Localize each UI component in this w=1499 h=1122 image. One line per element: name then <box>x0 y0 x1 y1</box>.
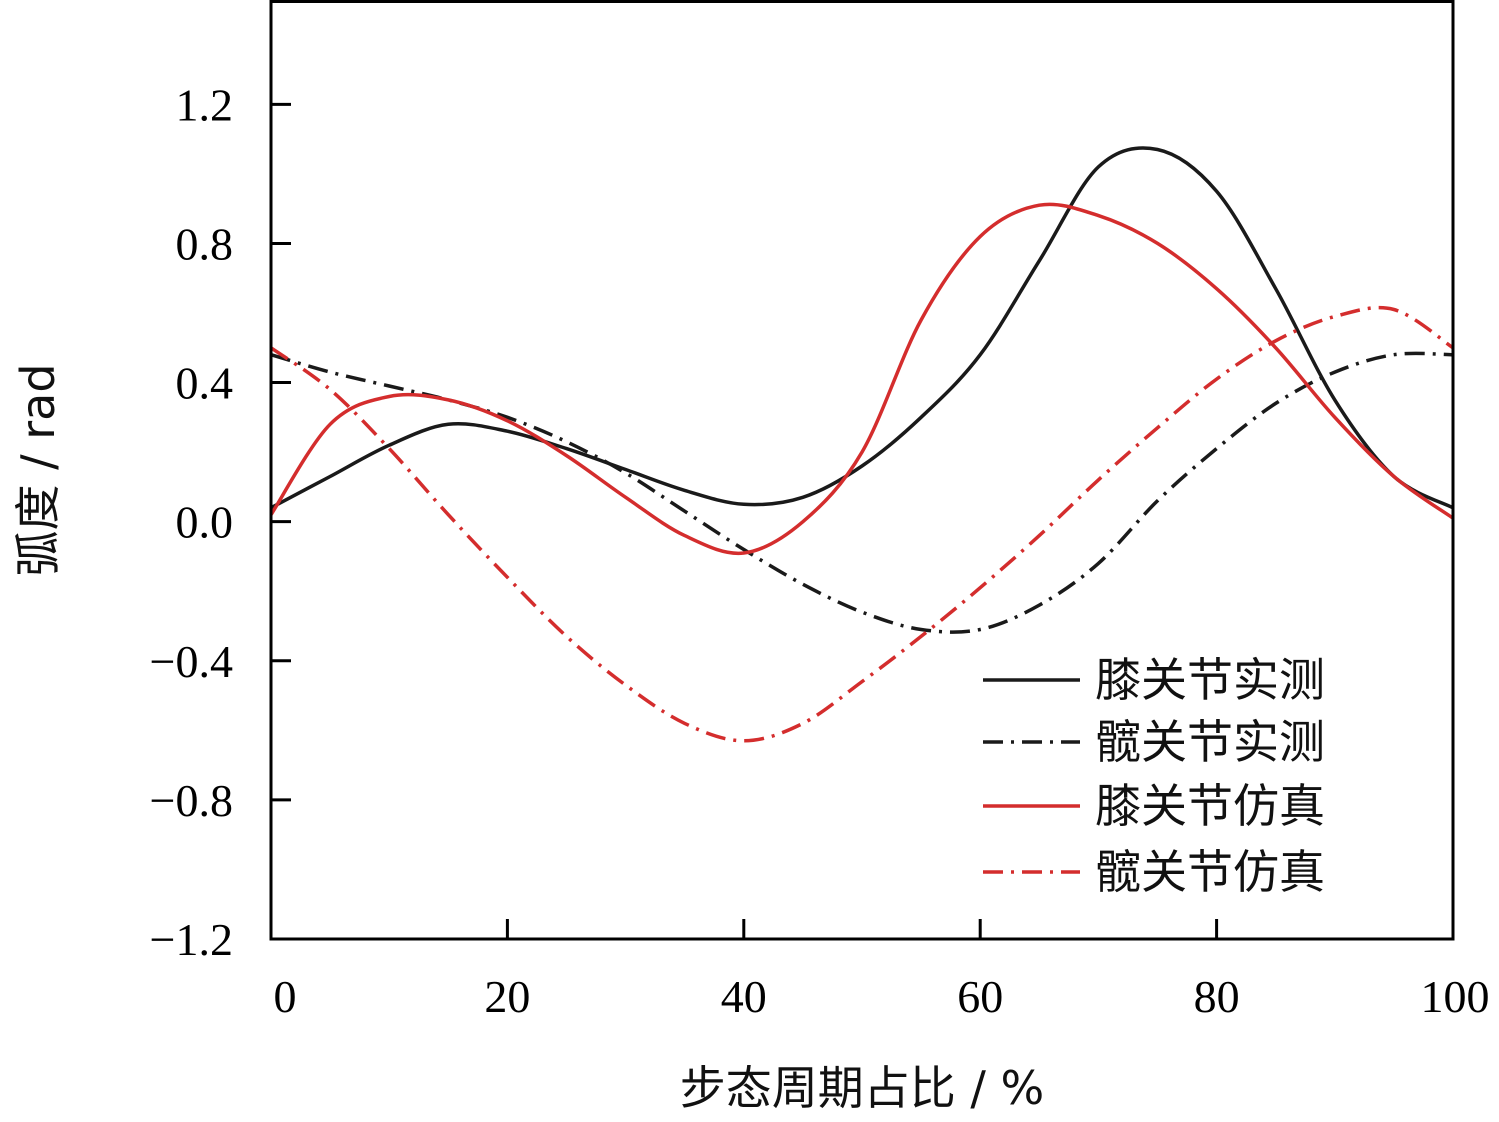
y-tick-label: −0.4 <box>150 636 233 687</box>
series-line-3 <box>269 202 1455 556</box>
series-line-2 <box>270 351 1454 634</box>
legend-label-3: 膝关节仿真 <box>1095 779 1325 833</box>
x-tick-label: 80 <box>1194 971 1240 1022</box>
y-tick-label: −1.2 <box>150 914 233 965</box>
ticks-layer: 0 20 40 60 80 100 −1.2 −0.8 −0.4 0.0 0.4 0.8 1.2 <box>150 79 1490 1022</box>
y-tick-label: 0.8 <box>176 218 234 269</box>
y-tick-label: 1.2 <box>176 79 234 130</box>
series-layer <box>269 146 1455 743</box>
x-tick-label: 0 <box>274 971 297 1022</box>
x-axis-title: 步态周期占比 / % <box>680 1061 1044 1115</box>
legend-label-2: 髋关节实测 <box>1095 715 1325 769</box>
x-tick-label: 20 <box>484 971 530 1022</box>
y-tick-label: 0.0 <box>176 497 234 548</box>
x-tick-label: 60 <box>957 971 1003 1022</box>
series-line-4 <box>269 305 1454 743</box>
y-tick-label: 0.4 <box>176 358 234 409</box>
y-axis-title: 弧度 / rad <box>11 363 65 576</box>
plot-frame <box>269 0 1455 941</box>
x-tick-label: 40 <box>721 971 767 1022</box>
y-tick-label: −0.8 <box>150 775 233 826</box>
series-line-1 <box>270 146 1454 510</box>
x-tick-label: 100 <box>1421 971 1490 1022</box>
legend-label-4: 髋关节仿真 <box>1095 845 1325 899</box>
legend-label-1: 膝关节实测 <box>1095 653 1325 707</box>
